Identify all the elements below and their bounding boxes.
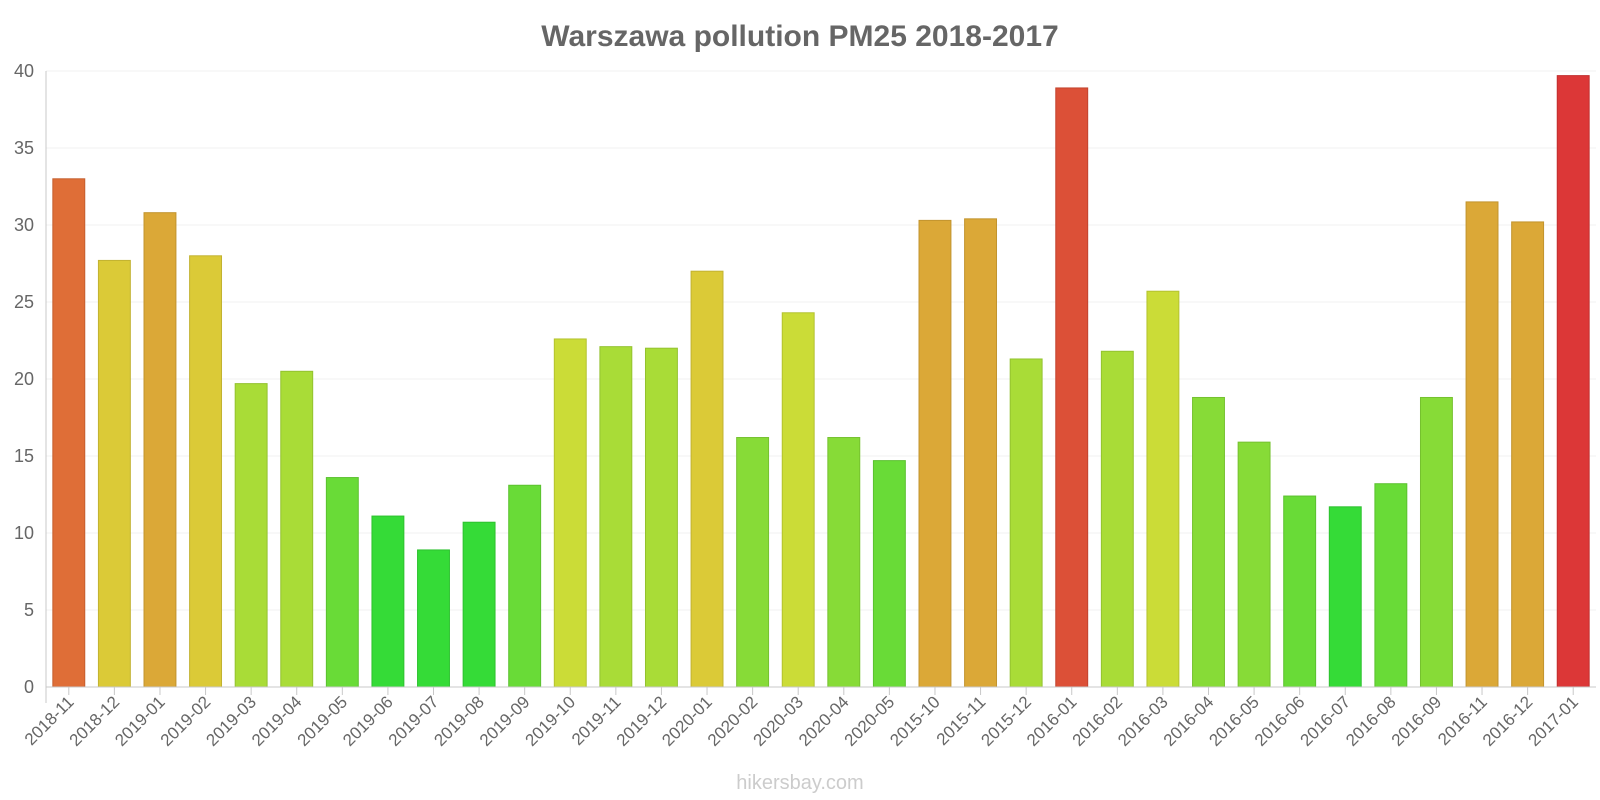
y-tick-label: 5 bbox=[24, 600, 34, 620]
x-tick-label: 2019-08 bbox=[430, 692, 488, 750]
bar-2019-07 bbox=[417, 549, 450, 688]
x-tick-label: 2020-01 bbox=[658, 692, 716, 750]
bar-2015-10 bbox=[918, 219, 952, 688]
x-tick-label: 2015-10 bbox=[886, 692, 944, 750]
bar-2016-03 bbox=[1146, 290, 1180, 688]
bar-2019-04 bbox=[280, 370, 314, 688]
y-tick-label: 20 bbox=[14, 369, 34, 389]
y-tick-label: 40 bbox=[14, 61, 34, 81]
bar-2019-10 bbox=[553, 338, 587, 688]
x-tick-label: 2016-01 bbox=[1023, 692, 1081, 750]
bar-2016-01 bbox=[1055, 87, 1089, 688]
x-tick-label: 2019-03 bbox=[202, 692, 260, 750]
x-tick-label: 2016-03 bbox=[1114, 692, 1172, 750]
bar-2016-04 bbox=[1192, 396, 1225, 688]
bar-2016-08 bbox=[1374, 483, 1408, 688]
x-tick-label: 2019-02 bbox=[157, 692, 215, 750]
bar-2015-12 bbox=[1009, 358, 1043, 688]
bar-2019-06 bbox=[371, 515, 405, 688]
bar-2018-11 bbox=[52, 178, 86, 688]
bar-2018-12 bbox=[97, 259, 131, 688]
x-axis-ticks: 2018-112018-122019-012019-022019-032019-… bbox=[21, 687, 1582, 750]
x-tick-label: 2019-04 bbox=[248, 692, 306, 750]
x-tick-label: 2019-06 bbox=[339, 692, 397, 750]
source-credit: hikersbay.com bbox=[736, 772, 863, 794]
y-tick-label: 25 bbox=[14, 292, 34, 312]
x-tick-label: 2020-05 bbox=[841, 692, 899, 750]
bar-2016-02 bbox=[1100, 350, 1134, 688]
y-tick-label: 0 bbox=[24, 677, 34, 697]
bar-2019-03 bbox=[234, 383, 268, 688]
bar-2020-04 bbox=[827, 437, 861, 688]
bar-2016-05 bbox=[1237, 441, 1271, 688]
x-tick-label: 2016-04 bbox=[1160, 692, 1218, 750]
chart-title: Warszawa pollution PM25 2018-2017 bbox=[541, 20, 1058, 53]
bar-2019-08 bbox=[462, 521, 496, 688]
x-tick-label: 2019-10 bbox=[522, 692, 580, 750]
x-tick-label: 2019-07 bbox=[385, 692, 443, 750]
x-tick-label: 2016-06 bbox=[1251, 692, 1309, 750]
bar-2020-05 bbox=[872, 460, 906, 688]
x-tick-label: 2020-02 bbox=[704, 692, 762, 750]
x-tick-label: 2020-04 bbox=[795, 692, 853, 750]
x-tick-label: 2016-05 bbox=[1205, 692, 1263, 750]
bar-2020-01 bbox=[690, 270, 724, 688]
x-tick-label: 2016-08 bbox=[1342, 692, 1400, 750]
x-tick-label: 2015-12 bbox=[977, 692, 1035, 750]
x-tick-label: 2019-09 bbox=[476, 692, 534, 750]
x-tick-label: 2019-01 bbox=[111, 692, 169, 750]
x-tick-label: 2017-01 bbox=[1524, 692, 1582, 750]
bar-2019-01 bbox=[143, 212, 177, 688]
y-tick-label: 15 bbox=[14, 446, 34, 466]
bar-2016-11 bbox=[1465, 201, 1499, 688]
bar-2019-11 bbox=[599, 346, 633, 688]
x-tick-label: 2019-12 bbox=[613, 692, 671, 750]
bar-2019-09 bbox=[508, 484, 542, 688]
bar-2016-09 bbox=[1419, 396, 1453, 688]
x-tick-label: 2016-09 bbox=[1388, 692, 1446, 750]
y-tick-label: 30 bbox=[14, 215, 34, 235]
x-tick-label: 2019-05 bbox=[294, 692, 352, 750]
grid-lines bbox=[46, 70, 1596, 611]
y-tick-label: 10 bbox=[14, 523, 34, 543]
y-axis-ticks: 0 5 10 15 20 25 30 35 40 bbox=[14, 61, 34, 697]
bar-2016-07 bbox=[1328, 506, 1362, 688]
bar-2020-02 bbox=[736, 437, 770, 688]
bar-2016-06 bbox=[1283, 495, 1317, 688]
y-tick-label: 35 bbox=[14, 138, 34, 158]
x-tick-label: 2020-03 bbox=[749, 692, 807, 750]
x-tick-label: 2016-12 bbox=[1479, 692, 1537, 750]
bar-2019-12 bbox=[644, 347, 678, 688]
x-tick-label: 2016-07 bbox=[1297, 692, 1355, 750]
x-tick-label: 2016-02 bbox=[1069, 692, 1127, 750]
x-tick-label: 2018-12 bbox=[66, 692, 124, 750]
bar-2016-12 bbox=[1511, 221, 1545, 688]
bars bbox=[52, 75, 1590, 688]
axes bbox=[45, 71, 1596, 703]
bar-2020-03 bbox=[781, 312, 815, 688]
bar-2019-05 bbox=[325, 477, 359, 688]
bar-2017-01 bbox=[1556, 75, 1590, 688]
bar-2015-11 bbox=[964, 218, 998, 688]
bar-2019-02 bbox=[189, 255, 223, 688]
